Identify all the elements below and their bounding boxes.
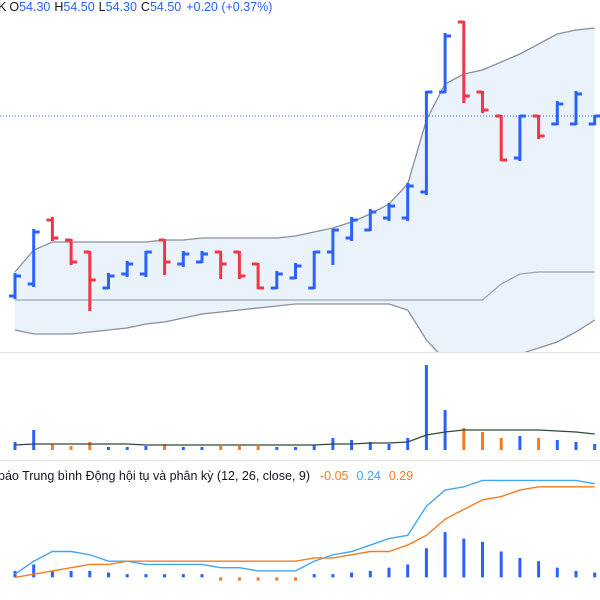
- volume-bar: [368, 442, 372, 450]
- macd-title: báo Trung bình Động hội tụ và phân kỳ (1…: [0, 469, 310, 483]
- readout-label: C: [141, 0, 150, 14]
- volume-bar: [275, 447, 279, 450]
- readout-value: 54.30: [19, 0, 50, 14]
- macd-readout: 0.29: [389, 469, 413, 483]
- volume-bar: [32, 430, 36, 450]
- readout-label: L: [99, 0, 106, 14]
- histogram-bar: [350, 572, 354, 578]
- histogram-bar: [462, 538, 466, 578]
- volume-bar: [518, 436, 522, 450]
- histogram-bar: [69, 570, 73, 578]
- histogram-bar: [481, 541, 484, 578]
- signal-line: [14, 486, 595, 579]
- volume-bar: [13, 442, 17, 450]
- histogram-bar: [125, 574, 129, 578]
- volume-bar: [537, 438, 541, 450]
- histogram-bar: [574, 570, 578, 578]
- histogram-bar: [294, 577, 297, 581]
- readout-value: 54.30: [106, 0, 137, 14]
- volume-ma: [14, 429, 595, 446]
- volume-bar: [163, 444, 167, 450]
- readout-label: H: [54, 0, 63, 14]
- volume-bar: [350, 440, 354, 450]
- volume-bar: [107, 447, 110, 450]
- histogram-bar: [424, 548, 428, 578]
- readout-value: 54.50: [150, 0, 181, 14]
- price-pane: [0, 20, 600, 352]
- macd-readout: -0.05: [320, 469, 349, 483]
- histogram-bar: [368, 570, 372, 578]
- ohlc-readout: K O54.30 H54.50 L54.30 C54.50 +0.20 (+0.37%): [0, 0, 272, 14]
- macd-pane: [13, 479, 597, 581]
- histogram-bar: [518, 557, 522, 578]
- volume-bar: [294, 447, 297, 450]
- volume-bar: [499, 438, 503, 450]
- readout-value: 54.50: [63, 0, 94, 14]
- volume-bar: [387, 444, 391, 450]
- histogram-bar: [32, 564, 36, 578]
- histogram-bar: [107, 572, 110, 578]
- histogram-bar: [387, 567, 391, 578]
- histogram-bar: [593, 572, 597, 578]
- histogram-bar: [50, 570, 54, 578]
- volume-bar: [69, 446, 73, 450]
- macd-legend: báo Trung bình Động hội tụ và phân kỳ (1…: [0, 469, 413, 483]
- readout-label: O: [9, 0, 19, 14]
- volume-bar: [555, 440, 559, 450]
- histogram-bar: [237, 577, 241, 581]
- histogram-bar: [331, 574, 335, 578]
- symbol: K: [0, 0, 7, 14]
- volume-bar: [256, 446, 260, 450]
- volume-bar: [312, 445, 316, 450]
- histogram-bar: [256, 577, 260, 581]
- volume-bar: [50, 444, 54, 450]
- histogram-bar: [144, 574, 148, 578]
- histogram-bar: [537, 561, 541, 578]
- readout-change: +0.20 (+0.37%): [186, 0, 272, 14]
- volume-bar: [574, 442, 578, 450]
- volume-bar: [406, 438, 410, 450]
- histogram-bar: [163, 574, 167, 578]
- histogram-bar: [555, 567, 559, 578]
- volume-bar: [125, 447, 129, 450]
- macd-readout: 0.24: [357, 469, 381, 483]
- volume-pane: [13, 365, 597, 450]
- volume-bar: [424, 365, 428, 450]
- volume-bar: [593, 444, 597, 450]
- histogram-bar: [275, 577, 279, 581]
- moving-average: [15, 271, 595, 301]
- volume-bar: [237, 446, 241, 450]
- band-lower: [14, 303, 596, 352]
- volume-bar: [219, 446, 223, 450]
- histogram-bar: [219, 577, 223, 581]
- macd-line: [14, 479, 595, 575]
- volume-bar: [181, 447, 185, 450]
- volume-bar: [88, 442, 92, 450]
- histogram-bar: [181, 574, 185, 578]
- volume-bar: [443, 410, 447, 450]
- volume-bar: [144, 446, 148, 450]
- volume-bar: [462, 428, 466, 450]
- histogram-bar: [88, 570, 92, 578]
- histogram-bar: [443, 532, 447, 578]
- volume-bar: [481, 432, 484, 450]
- band-upper: [14, 27, 595, 273]
- histogram-bar: [200, 574, 204, 578]
- histogram-bar: [499, 551, 503, 578]
- histogram-bar: [312, 574, 316, 578]
- band-fill: [15, 28, 595, 352]
- volume-bar: [200, 447, 204, 450]
- histogram-bar: [406, 564, 410, 578]
